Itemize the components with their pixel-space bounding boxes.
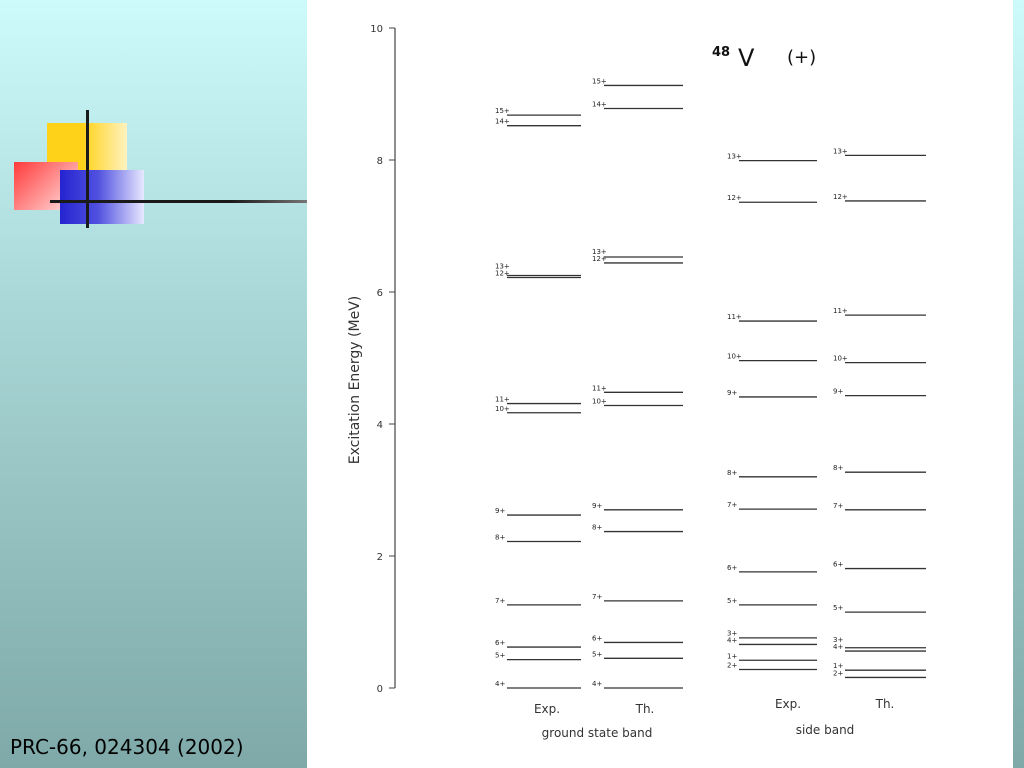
band-label-ground: ground state band xyxy=(542,726,653,740)
spin-label: 12+ xyxy=(592,255,607,263)
spin-label: 6+ xyxy=(727,564,737,572)
spin-label: 8+ xyxy=(727,469,737,477)
column-label-sb-th: Th. xyxy=(875,697,895,711)
spin-label: 2+ xyxy=(833,669,843,677)
y-tick-label: 0 xyxy=(377,684,383,695)
spin-label: 13+ xyxy=(592,248,607,256)
spin-label: 10+ xyxy=(495,405,510,413)
decor-blue-square xyxy=(60,170,144,224)
spin-label: 10+ xyxy=(833,355,848,363)
nucleus-element: V xyxy=(738,44,755,72)
spin-label: 3+ xyxy=(727,629,737,637)
spin-label: 11+ xyxy=(727,313,742,321)
column-label-sb-exp: Exp. xyxy=(775,697,801,711)
spin-label: 12+ xyxy=(833,193,848,201)
spin-label: 5+ xyxy=(727,597,737,605)
energy-levels: 4+5+6+7+8+9+10+11+12+13+14+15+4+5+6+7+8+… xyxy=(495,77,926,689)
spin-label: 13+ xyxy=(833,147,848,155)
nucleus-mass-number: 48 xyxy=(712,45,730,60)
decor-horizontal-line xyxy=(50,200,308,203)
spin-label: 12+ xyxy=(727,194,742,202)
spin-label: 2+ xyxy=(727,662,737,670)
y-axis-ticks: 0 2 4 6 8 10 xyxy=(370,24,395,695)
spin-label: 9+ xyxy=(592,502,602,510)
spin-label: 7+ xyxy=(727,501,737,509)
spin-label: 4+ xyxy=(727,636,737,644)
y-tick-label: 2 xyxy=(377,552,383,563)
y-tick-label: 6 xyxy=(377,288,383,299)
spin-label: 13+ xyxy=(495,262,510,270)
spin-label: 6+ xyxy=(592,634,602,642)
spin-label: 4+ xyxy=(592,680,602,688)
spin-label: 4+ xyxy=(495,680,505,688)
spin-label: 15+ xyxy=(592,77,607,85)
citation: PRC-66, 024304 (2002) xyxy=(10,735,244,759)
spin-label: 6+ xyxy=(833,561,843,569)
level-scheme-figure: 0 2 4 6 8 10 Excitation Energy (MeV) 48 V (+)… xyxy=(307,0,1013,768)
spin-label: 10+ xyxy=(592,398,607,406)
spin-label: 10+ xyxy=(727,353,742,361)
spin-label: 11+ xyxy=(833,307,848,315)
spin-label: 5+ xyxy=(592,650,602,658)
spin-label: 9+ xyxy=(727,389,737,397)
spin-label: 5+ xyxy=(833,604,843,612)
spin-label: 14+ xyxy=(592,101,607,109)
spin-label: 15+ xyxy=(495,107,510,115)
spin-label: 8+ xyxy=(495,533,505,541)
spin-label: 14+ xyxy=(495,118,510,126)
y-tick-label: 8 xyxy=(377,156,383,167)
spin-label: 9+ xyxy=(495,507,505,515)
spin-label: 1+ xyxy=(727,652,737,660)
spin-label: 7+ xyxy=(495,597,505,605)
parity-label: (+) xyxy=(787,47,816,68)
column-label-gsb-th: Th. xyxy=(635,702,655,716)
y-axis-title: Excitation Energy (MeV) xyxy=(347,296,363,464)
spin-label: 6+ xyxy=(495,639,505,647)
spin-label: 9+ xyxy=(833,388,843,396)
y-tick-label: 10 xyxy=(370,24,383,35)
y-tick-label: 4 xyxy=(377,420,383,431)
spin-label: 8+ xyxy=(592,524,602,532)
spin-label: 1+ xyxy=(833,662,843,670)
column-label-gsb-exp: Exp. xyxy=(534,702,560,716)
spin-label: 8+ xyxy=(833,464,843,472)
band-label-side: side band xyxy=(796,723,855,737)
spin-label: 11+ xyxy=(495,396,510,404)
spin-label: 13+ xyxy=(727,153,742,161)
spin-label: 7+ xyxy=(592,593,602,601)
spin-label: 12+ xyxy=(495,269,510,277)
decor-vertical-line xyxy=(86,110,89,228)
spin-label: 4+ xyxy=(833,643,843,651)
spin-label: 7+ xyxy=(833,502,843,510)
level-scheme-svg: 0 2 4 6 8 10 Excitation Energy (MeV) 48 V (+)… xyxy=(347,24,926,740)
spin-label: 11+ xyxy=(592,384,607,392)
spin-label: 5+ xyxy=(495,652,505,660)
spin-label: 3+ xyxy=(833,636,843,644)
